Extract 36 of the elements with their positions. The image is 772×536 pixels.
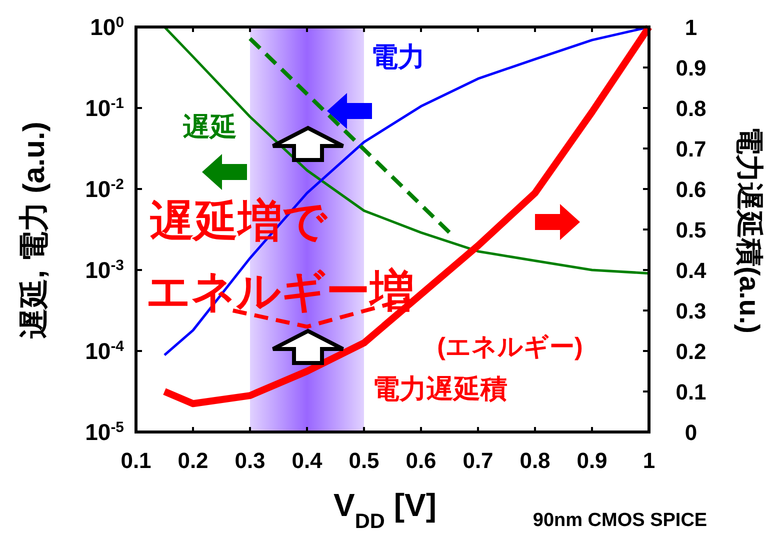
y2-axis-title: 電力遅延積(a.u.): [734, 126, 765, 334]
x-axis-title: V$_{DD}$ [V]: [334, 487, 436, 532]
y2-tick-label: 0.6: [676, 177, 706, 202]
annotation: (エネルギー): [437, 333, 583, 361]
series-label: 遅延: [182, 112, 237, 142]
x-tick-label: 1: [642, 448, 656, 473]
y2-tick-label: 0.4: [676, 258, 708, 283]
y2-tick-label: 0.7: [676, 136, 706, 162]
text: 90nm CMOS SPICE: [532, 510, 708, 531]
y-tick-label: 10$^{-2}$: [85, 176, 124, 202]
y2-tick-label: 0.1: [676, 380, 706, 404]
x-tick-label: 0.1: [120, 448, 152, 473]
y2-tick-label: 0.8: [676, 96, 706, 121]
x-tick-label: 0.4: [292, 448, 324, 473]
x-tick-label: 0.9: [576, 448, 608, 473]
y2-tick-label: 0: [684, 420, 698, 445]
y2-tick-label: 0.5: [676, 218, 706, 242]
x-tick-label: 0.7: [462, 448, 494, 473]
y-tick-label: 10$^{-1}$: [85, 94, 124, 121]
x-tick-label: 0.2: [178, 448, 208, 473]
annotation: 遅延増で: [150, 197, 328, 246]
y2-tick-label: 1: [684, 15, 698, 40]
x-tick-label: 0.3: [234, 448, 266, 473]
x-tick-label: 0.5: [348, 448, 380, 473]
y-tick-label: 10$^{-4}$: [85, 338, 125, 364]
y-tick-label: 10$^{0}$: [90, 14, 124, 40]
y2-tick-label: 0.9: [676, 56, 706, 80]
y2-tick-label: 0.3: [676, 298, 706, 324]
y-tick-label: 10$^{-3}$: [85, 256, 124, 283]
y-tick-label: 10$^{-5}$: [85, 418, 124, 445]
series-label: 電力: [371, 42, 425, 72]
x-tick-label: 0.8: [520, 448, 550, 473]
y-axis-title: 遅延, 電力 (a.u.): [18, 122, 51, 340]
x-tick-label: 0.6: [406, 448, 436, 473]
series-label: 電力遅延積: [372, 374, 508, 404]
y2-tick-label: 0.2: [676, 339, 706, 364]
